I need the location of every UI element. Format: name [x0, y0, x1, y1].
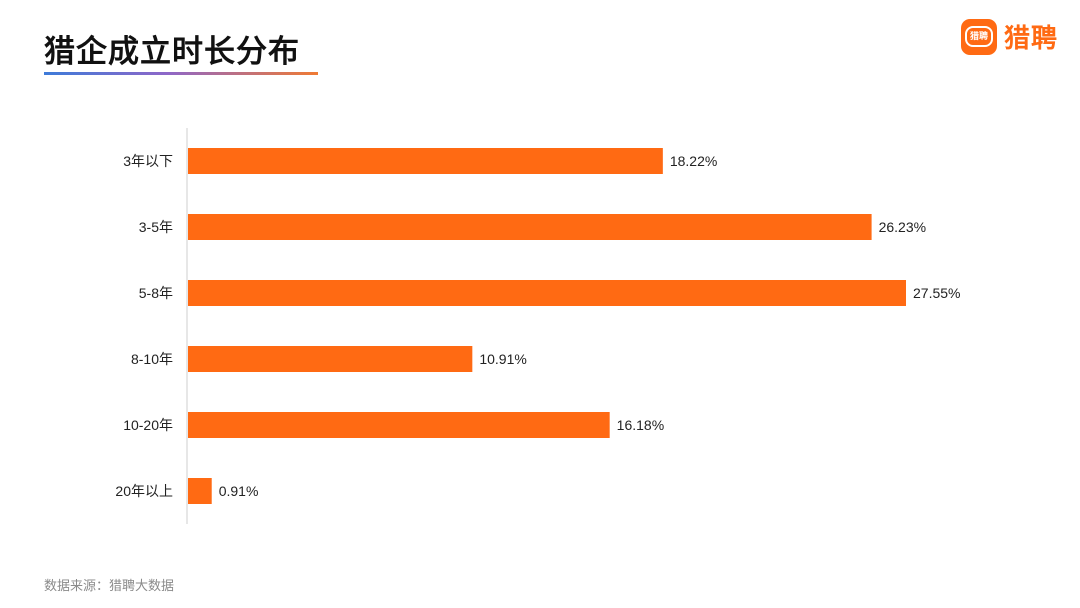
logo-badge-text: 猎聘 — [964, 26, 993, 47]
category-label: 3-5年 — [139, 219, 173, 235]
liepin-logo: 猎聘 猎聘 — [960, 18, 1058, 55]
page-title: 猎企成立时长分布 — [44, 34, 300, 69]
bar — [188, 148, 663, 174]
bar — [188, 412, 610, 438]
category-label: 10-20年 — [123, 417, 173, 433]
category-label: 5-8年 — [139, 285, 173, 301]
value-label: 18.22% — [670, 153, 717, 169]
value-label: 10.91% — [479, 351, 526, 367]
logo-name: 猎聘 — [1003, 23, 1058, 53]
data-source: 数据来源：猎聘大数据 — [44, 578, 175, 593]
category-label: 20年以上 — [115, 483, 173, 499]
value-label: 16.18% — [617, 417, 664, 433]
title-underline — [44, 72, 318, 75]
bar — [188, 280, 906, 306]
liepin-logo-icon: 猎聘 — [960, 18, 997, 55]
bar — [188, 214, 872, 240]
category-label: 8-10年 — [131, 351, 173, 367]
value-label: 26.23% — [879, 219, 926, 235]
bar — [188, 478, 212, 504]
category-label: 3年以下 — [123, 153, 173, 169]
value-label: 0.91% — [219, 483, 259, 499]
value-label: 27.55% — [913, 285, 960, 301]
bar — [188, 346, 473, 372]
